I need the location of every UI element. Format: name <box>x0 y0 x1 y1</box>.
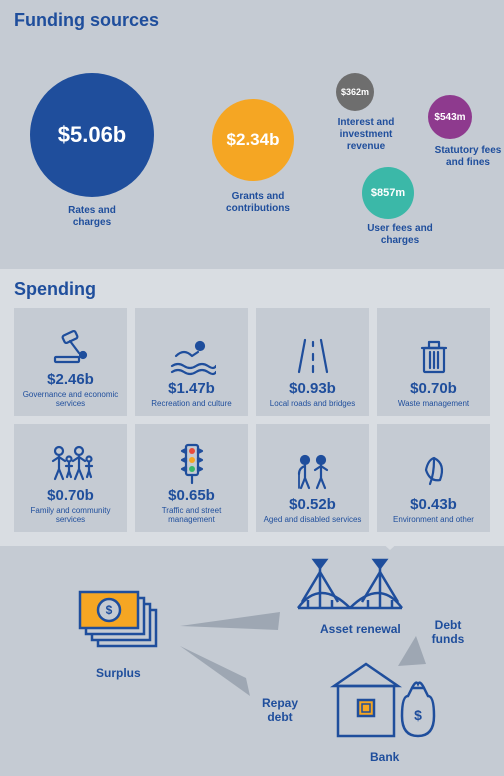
flow-arrows <box>0 546 490 766</box>
tile-label: Governance and economic services <box>20 390 121 408</box>
tile-value: $1.47b <box>168 380 215 397</box>
tile-label: Recreation and culture <box>151 399 232 408</box>
funding-bubble: $5.06b <box>30 73 154 197</box>
tile-value: $0.70b <box>410 380 457 397</box>
aged-icon <box>291 452 335 492</box>
spending-tile: $0.93b Local roads and bridges <box>256 308 369 416</box>
funding-section: Funding sources $5.06bRates and charges$… <box>0 0 504 269</box>
funding-bubble-label: Rates and charges <box>52 205 132 229</box>
funding-bubble: $362m <box>336 73 374 111</box>
flow-section: $ Surplus <box>0 546 504 776</box>
tile-value: $2.46b <box>47 371 94 388</box>
spending-tile: $1.47b Recreation and culture <box>135 308 248 416</box>
funding-bubbles: $5.06b Rates and charges $2.34b Grants and … <box>14 39 490 259</box>
spending-section: Spending $2.46b Governance and economic s… <box>0 269 504 546</box>
spending-title: Spending <box>14 279 490 300</box>
tile-value: $0.52b <box>289 496 336 513</box>
funding-bubble: $2.34b <box>212 99 294 181</box>
spending-tile: $0.52b Aged and disabled services <box>256 424 369 532</box>
swim-icon <box>168 336 216 376</box>
spending-tile: $0.70b Waste management <box>377 308 490 416</box>
funding-bubble-label: Statutory fees and fines <box>428 145 504 169</box>
infographic: Funding sources $5.06bRates and charges$… <box>0 0 504 776</box>
leaf-icon <box>416 452 452 492</box>
tile-label: Aged and disabled services <box>264 515 362 524</box>
family-icon <box>45 443 97 483</box>
funding-title: Funding sources <box>14 10 490 31</box>
tile-label: Traffic and street management <box>141 506 242 524</box>
tile-value: $0.70b <box>47 487 94 504</box>
tile-value: $0.93b <box>289 380 336 397</box>
funding-bubble-label: User fees and charges <box>360 223 440 247</box>
spending-grid: $2.46b Governance and economic services $1… <box>14 308 490 532</box>
funding-bubble-label: Interest and investment revenue <box>326 117 406 153</box>
tile-value: $0.43b <box>410 496 457 513</box>
bin-icon <box>416 336 452 376</box>
tile-value: $0.65b <box>168 487 215 504</box>
road-icon <box>293 336 333 376</box>
tile-label: Environment and other <box>393 515 474 524</box>
funding-bubble: $543m <box>428 95 472 139</box>
tile-label: Family and community services <box>20 506 121 524</box>
tile-label: Waste management <box>398 399 469 408</box>
spending-tile: $0.70b Family and community services <box>14 424 127 532</box>
spending-tile: $0.43b Environment and other <box>377 424 490 532</box>
spending-tile: $0.65b Traffic and street management <box>135 424 248 532</box>
funding-bubble: $857m <box>362 167 414 219</box>
traffic-icon <box>176 443 208 483</box>
gavel-icon <box>49 327 93 367</box>
funding-bubble-label: Grants and contributions <box>218 191 298 215</box>
spending-tile: $2.46b Governance and economic services <box>14 308 127 416</box>
tile-label: Local roads and bridges <box>270 399 355 408</box>
